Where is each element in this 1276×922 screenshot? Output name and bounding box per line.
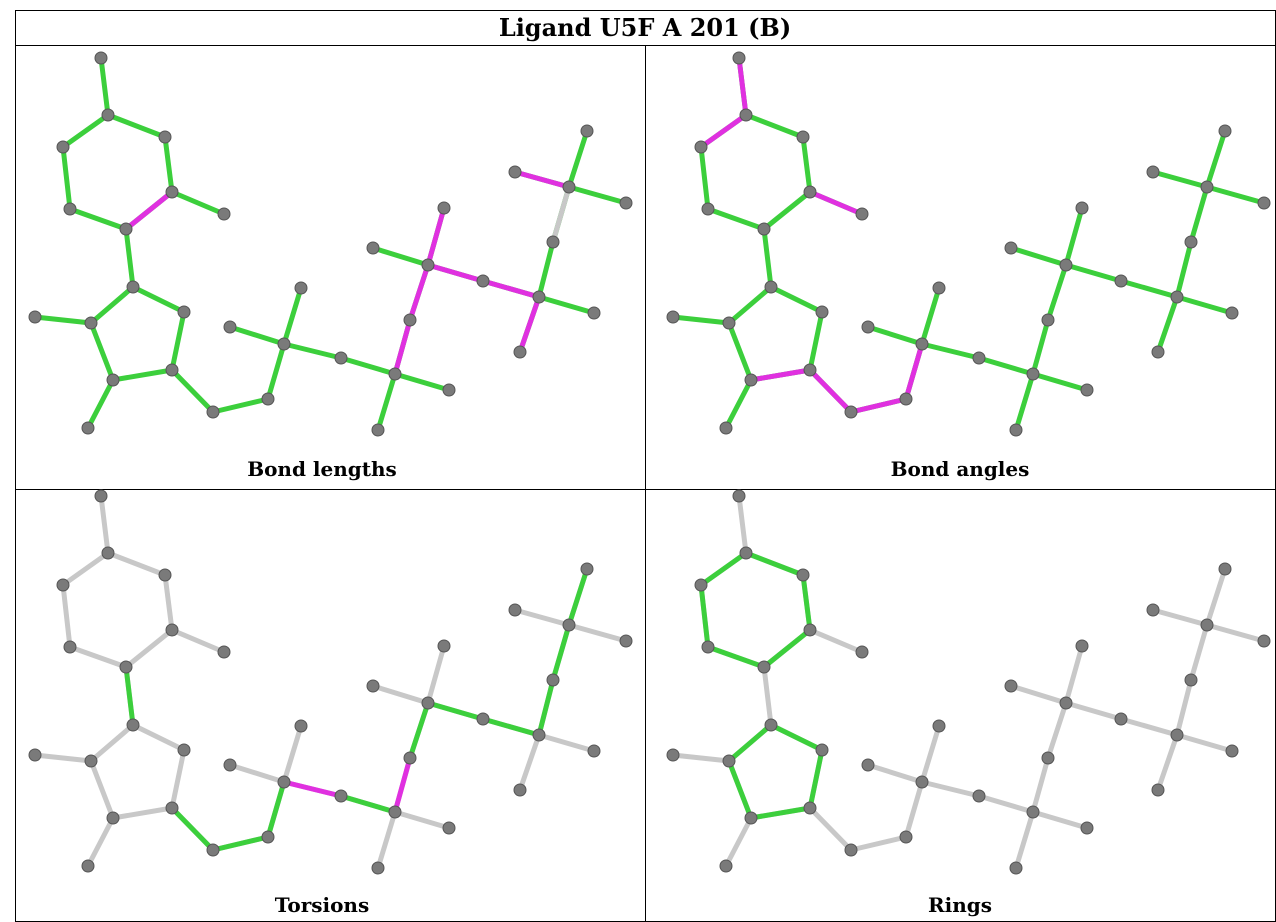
page: Ligand U5F A 201 (B) Bond lengths Bond a… — [0, 0, 1276, 922]
figure-title: Ligand U5F A 201 (B) — [499, 13, 791, 42]
panel-label: Bond lengths — [247, 457, 397, 481]
panel-label: Torsions — [275, 893, 369, 917]
molecule — [29, 52, 632, 436]
molecule — [667, 490, 1270, 874]
panel-label: Bond angles — [891, 457, 1030, 481]
molecule — [667, 52, 1270, 436]
figure: Ligand U5F A 201 (B) Bond lengths Bond a… — [0, 0, 1276, 922]
molecule — [29, 490, 632, 874]
panel-label: Rings — [928, 893, 992, 917]
